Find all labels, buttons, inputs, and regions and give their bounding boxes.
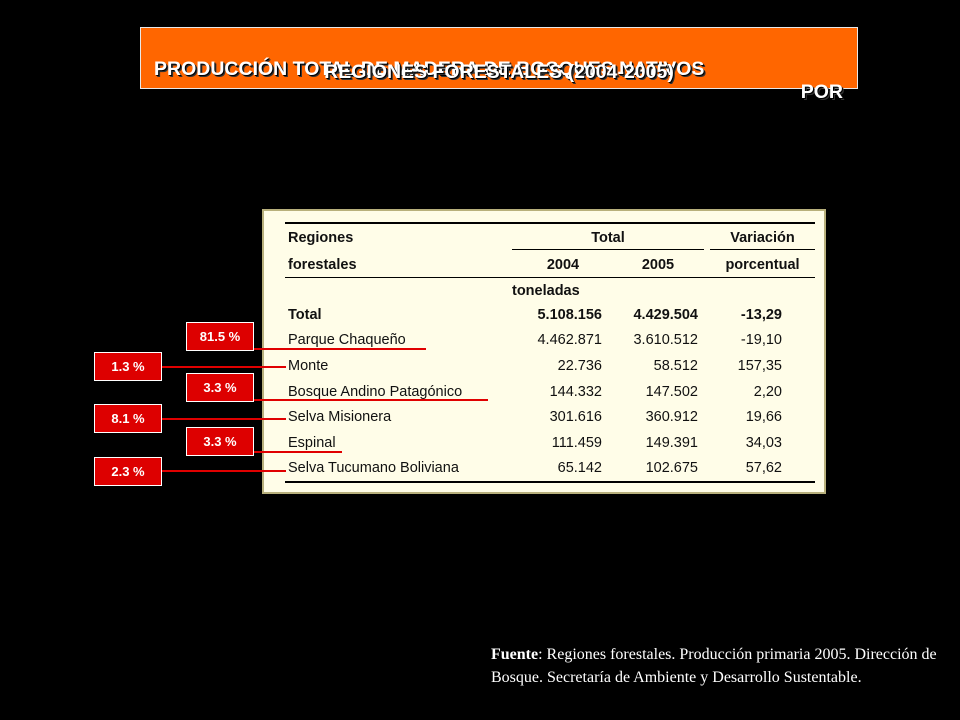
row-selva-misionera-2004: 301.616 [549, 409, 602, 425]
source-text: : Regiones forestales. Producción primar… [491, 646, 937, 686]
row-monte-2005: 58.512 [653, 358, 698, 374]
header-regions-1: Regiones [288, 230, 354, 246]
row-selva-tucumano-var: 57,62 [745, 460, 782, 476]
row-parque-chaqueno-2004: 4.462.871 [537, 332, 602, 348]
connector-selva-tucumano [162, 470, 286, 472]
row-bosque-andino-var: 2,20 [753, 384, 782, 400]
table-rule-variation [710, 249, 815, 250]
row-monte-var: 157,35 [737, 358, 782, 374]
row-parque-chaqueno-var: -19,10 [740, 332, 782, 348]
source-label: Fuente [491, 646, 539, 663]
row-bosque-andino-2005: 147.502 [645, 384, 698, 400]
table-rule-bottom [285, 481, 815, 483]
callout-selva-misionera: 8.1 % [94, 404, 162, 433]
row-monte-2004: 22.736 [557, 358, 602, 374]
header-regions-2: forestales [288, 257, 357, 273]
data-table: Regiones forestales Total 2004 2005 Vari… [262, 209, 826, 494]
connector-espinal [254, 451, 342, 453]
row-selva-misionera-2005: 360.912 [645, 409, 698, 425]
header-unit: toneladas [512, 283, 580, 299]
row-total-var: -13,29 [740, 307, 782, 323]
row-total-region: Total [288, 307, 322, 323]
source-note: Fuente: Regiones forestales. Producción … [491, 643, 951, 689]
title-line-1: PRODUCCIÓN TOTAL DE MADERA DE BOSQUES NA… [141, 35, 857, 127]
row-selva-tucumano-2004: 65.142 [557, 460, 602, 476]
row-selva-misionera-var: 19,66 [745, 409, 782, 425]
row-parque-chaqueno-2005: 3.610.512 [633, 332, 698, 348]
row-selva-tucumano-region: Selva Tucumano Boliviana [288, 460, 459, 476]
row-espinal-2004: 111.459 [551, 435, 602, 451]
row-total-2005: 4.429.504 [633, 307, 698, 323]
row-espinal-2005: 149.391 [645, 435, 698, 451]
header-year-2004: 2004 [546, 257, 580, 273]
callout-espinal: 3.3 % [186, 427, 254, 456]
row-selva-tucumano-2005: 102.675 [645, 460, 698, 476]
callout-monte: 1.3 % [94, 352, 162, 381]
callout-selva-tucumano: 2.3 % [94, 457, 162, 486]
title-line-2: REGIONES FORESTALES (2004-2005) [324, 61, 674, 83]
connector-monte [162, 366, 286, 368]
header-variation-2: porcentual [725, 257, 800, 273]
header-variation-1: Variación [730, 230, 795, 246]
row-parque-chaqueno-region: Parque Chaqueño [288, 332, 406, 348]
title-banner: PRODUCCIÓN TOTAL DE MADERA DE BOSQUES NA… [140, 27, 858, 103]
table-rule-total [512, 249, 704, 250]
row-bosque-andino-2004: 144.332 [549, 384, 602, 400]
title-text-left: PRODUCCIÓN TOTAL DE MADERA DE BOSQUES NA… [154, 58, 705, 80]
connector-parque-chaqueno [254, 348, 426, 350]
header-year-2005: 2005 [641, 257, 675, 273]
title-text-right: POR [800, 81, 843, 103]
row-selva-misionera-region: Selva Misionera [288, 409, 392, 425]
row-bosque-andino-region: Bosque Andino Patagónico [288, 384, 463, 400]
callout-parque-chaqueno: 81.5 % [186, 322, 254, 351]
row-espinal-var: 34,03 [745, 435, 782, 451]
table-rule-years [285, 277, 815, 278]
row-total-2004: 5.108.156 [537, 307, 602, 323]
row-espinal-region: Espinal [288, 435, 336, 451]
row-monte-region: Monte [288, 358, 329, 374]
connector-bosque-andino [254, 399, 488, 401]
header-total: Total [591, 230, 625, 246]
connector-selva-misionera [162, 418, 286, 420]
callout-bosque-andino: 3.3 % [186, 373, 254, 402]
table-rule-top [285, 222, 815, 224]
